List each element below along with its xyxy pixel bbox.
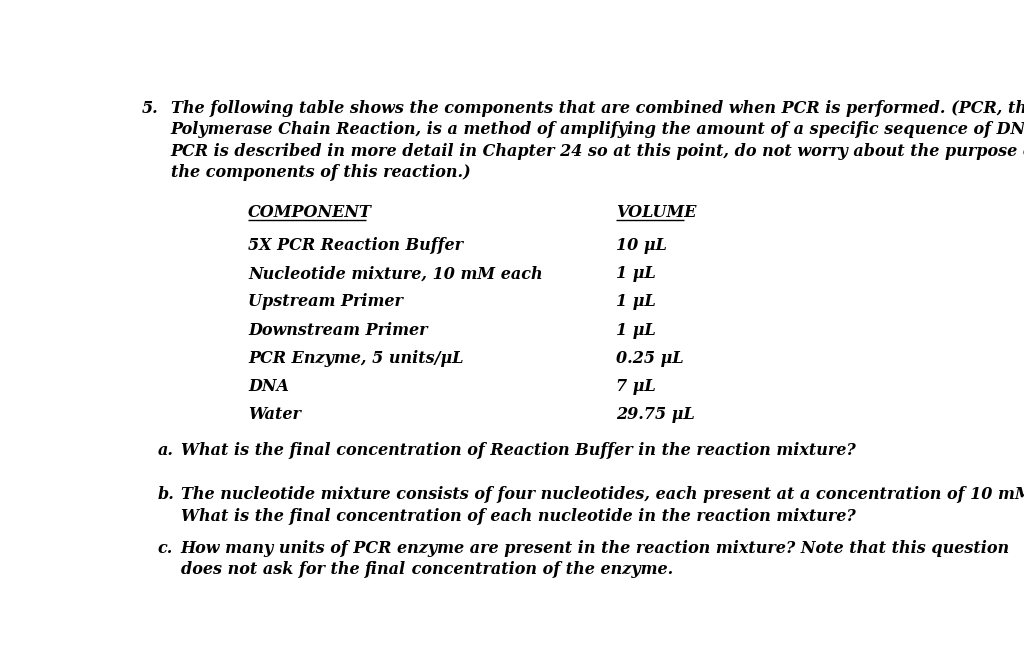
Text: the components of this reaction.): the components of this reaction.) xyxy=(171,164,470,181)
Text: 1 μL: 1 μL xyxy=(616,322,656,338)
Text: c.: c. xyxy=(158,540,173,557)
Text: 10 μL: 10 μL xyxy=(616,237,667,254)
Text: Nucleotide mixture, 10 mM each: Nucleotide mixture, 10 mM each xyxy=(248,265,543,283)
Text: 29.75 μL: 29.75 μL xyxy=(616,406,695,423)
Text: b.: b. xyxy=(158,487,174,503)
Text: does not ask for the: does not ask for the xyxy=(180,561,365,579)
Text: final: final xyxy=(365,561,407,579)
Text: What is the final concentration of each nucleotide in the reaction mixture?: What is the final concentration of each … xyxy=(180,508,855,524)
Text: VOLUME: VOLUME xyxy=(616,204,696,221)
Text: Water: Water xyxy=(248,406,301,423)
Text: What is the final concentration of Reaction Buffer in the reaction mixture?: What is the final concentration of React… xyxy=(180,442,855,459)
Text: final: final xyxy=(365,561,407,579)
Text: Polymerase Chain Reaction, is a method of amplifying the amount of a specific se: Polymerase Chain Reaction, is a method o… xyxy=(171,121,1024,138)
Text: concentration of the enzyme.: concentration of the enzyme. xyxy=(407,561,674,579)
Text: Downstream Primer: Downstream Primer xyxy=(248,322,428,338)
Text: The nucleotide mixture consists of four nucleotides, each present at a concentra: The nucleotide mixture consists of four … xyxy=(180,487,1024,503)
Text: DNA: DNA xyxy=(248,378,289,395)
Text: How many units of PCR enzyme are present in the reaction mixture? Note that this: How many units of PCR enzyme are present… xyxy=(180,540,1010,557)
Text: 1 μL: 1 μL xyxy=(616,293,656,310)
Text: 0.25 μL: 0.25 μL xyxy=(616,350,684,367)
Text: does not ask for the: does not ask for the xyxy=(180,561,365,579)
Text: PCR is described in more detail in Chapter 24 so at this point, do not worry abo: PCR is described in more detail in Chapt… xyxy=(171,142,1024,160)
Text: The following table shows the components that are combined when PCR is performed: The following table shows the components… xyxy=(171,100,1024,117)
Text: 5.: 5. xyxy=(142,100,159,117)
Text: 7 μL: 7 μL xyxy=(616,378,656,395)
Text: PCR Enzyme, 5 units/μL: PCR Enzyme, 5 units/μL xyxy=(248,350,464,367)
Text: Upstream Primer: Upstream Primer xyxy=(248,293,403,310)
Text: a.: a. xyxy=(158,442,173,459)
Text: 1 μL: 1 μL xyxy=(616,265,656,283)
Text: 5X PCR Reaction Buffer: 5X PCR Reaction Buffer xyxy=(248,237,463,254)
Text: COMPONENT: COMPONENT xyxy=(248,204,372,221)
